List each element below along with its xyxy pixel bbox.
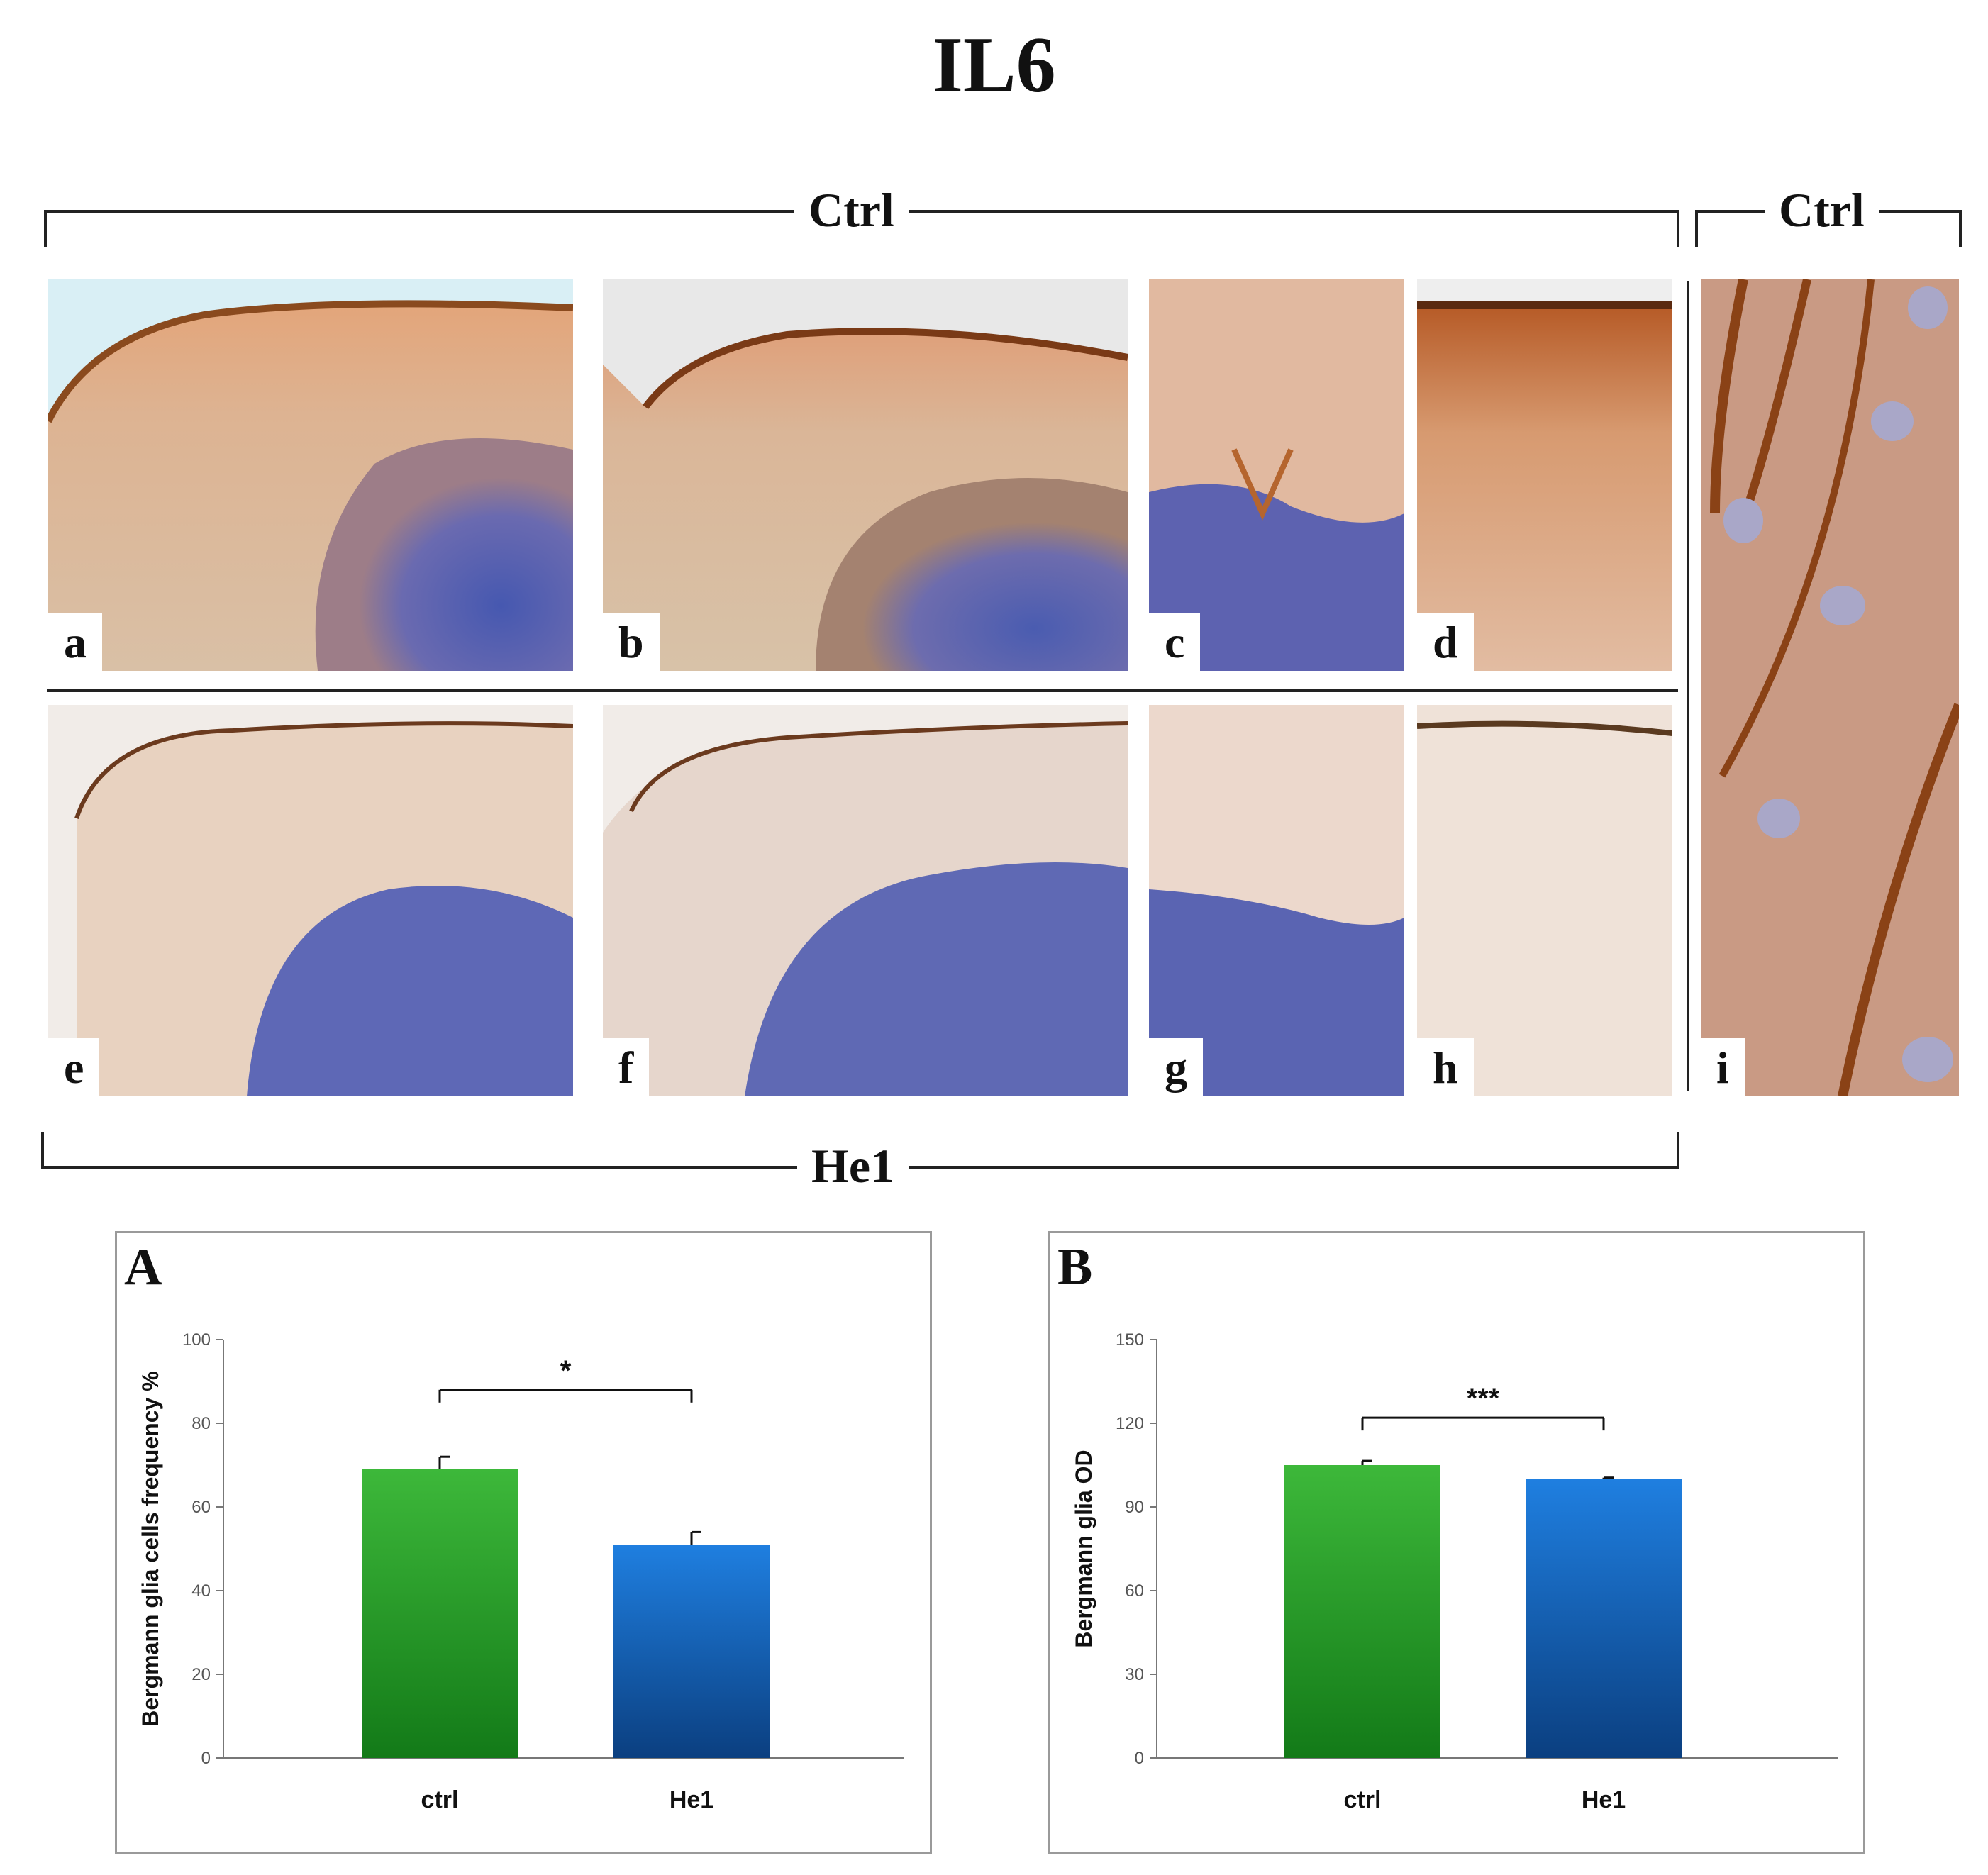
y-tick-label: 100 (182, 1330, 211, 1350)
bar-he1 (613, 1545, 770, 1758)
column-divider (1687, 281, 1689, 1091)
panel-label-i: i (1701, 1038, 1745, 1096)
micrograph-panel-b: b (603, 279, 1128, 671)
y-tick-label: 0 (1135, 1749, 1144, 1768)
ctrl-bracket-left-tick (44, 210, 47, 247)
x-tick-label: He1 (670, 1786, 713, 1813)
bar-chart-A: 0 20 40 60 80 100 Bergmann glia cells frequenc… (138, 1330, 904, 1813)
bar-chart-B: 0 30 60 90 120 150 Bergmann glia OD ctrl He1 *** (1071, 1330, 1838, 1813)
ctrl-i-bracket-right-tick (1959, 210, 1962, 247)
chart-panel-A: A 0 20 40 60 80 100 Bergmann glia cells freque… (115, 1231, 932, 1854)
panel-label-f: f (603, 1038, 650, 1096)
panel-label-b: b (603, 613, 660, 671)
x-tick-label: ctrl (421, 1786, 459, 1813)
micrograph-panel-f: f (603, 705, 1128, 1096)
ctrl-bracket-right-tick (1677, 210, 1679, 247)
micrograph-b-image (603, 279, 1128, 671)
ctrl-i-bracket-left-tick (1695, 210, 1698, 247)
panel-label-a: a (48, 613, 102, 671)
ctrl-i-group-label: Ctrl (1765, 182, 1879, 238)
y-axis-label: Bergmann glia cells frequency % (138, 1371, 163, 1727)
micrograph-panel-h: h (1417, 705, 1672, 1096)
panel-label-e: e (48, 1038, 100, 1096)
y-tick-label: 80 (191, 1414, 211, 1433)
y-axis-label: Bergmann glia OD (1071, 1450, 1096, 1647)
x-tick-label: He1 (1582, 1786, 1626, 1813)
y-tick-label: 0 (201, 1749, 211, 1768)
ctrl-group-label: Ctrl (794, 182, 909, 238)
significance-marker: *** (1467, 1383, 1500, 1414)
micrograph-panel-i: i (1701, 279, 1959, 1096)
micrograph-h-image (1417, 705, 1672, 1096)
bar-ctrl (1284, 1465, 1440, 1758)
micrograph-e-image (48, 705, 573, 1096)
micrograph-panel-c: c (1149, 279, 1404, 671)
micrograph-panel-a: a (48, 279, 573, 671)
micrograph-panel-d: d (1417, 279, 1672, 671)
micrograph-i-image (1701, 279, 1959, 1096)
significance-marker: * (560, 1355, 572, 1386)
he1-group-label: He1 (797, 1137, 909, 1194)
figure-title: IL6 (932, 21, 1056, 109)
y-tick-label: 60 (191, 1498, 211, 1517)
x-tick-label: ctrl (1344, 1786, 1382, 1813)
chart-label-A: A (124, 1238, 162, 1296)
y-tick-label: 20 (191, 1665, 211, 1684)
panel-label-d: d (1417, 613, 1474, 671)
panel-label-g: g (1149, 1038, 1203, 1096)
y-tick-label: 40 (191, 1581, 211, 1601)
micrograph-a-image (48, 279, 573, 671)
chart-panel-B: B 0 30 60 90 120 150 Bergmann glia OD ctrl He1 **… (1048, 1231, 1865, 1854)
he1-bracket-left-tick (41, 1132, 44, 1169)
y-tick-label: 90 (1125, 1498, 1144, 1517)
micrograph-f-image (603, 705, 1128, 1096)
panel-label-c: c (1149, 613, 1201, 671)
panel-label-h: h (1417, 1038, 1474, 1096)
bar-he1 (1526, 1479, 1682, 1758)
he1-bracket-right-tick (1677, 1132, 1679, 1169)
y-tick-label: 30 (1125, 1665, 1144, 1684)
micrograph-g-image (1149, 705, 1404, 1096)
micrograph-d-image (1417, 279, 1672, 671)
bar-ctrl (362, 1469, 518, 1758)
y-tick-label: 120 (1116, 1414, 1144, 1433)
micrograph-panel-e: e (48, 705, 573, 1096)
micrograph-panel-g: g (1149, 705, 1404, 1096)
row-divider (47, 689, 1678, 692)
y-tick-label: 150 (1116, 1330, 1144, 1350)
micrograph-c-image (1149, 279, 1404, 671)
chart-label-B: B (1057, 1238, 1093, 1296)
y-tick-label: 60 (1125, 1581, 1144, 1601)
